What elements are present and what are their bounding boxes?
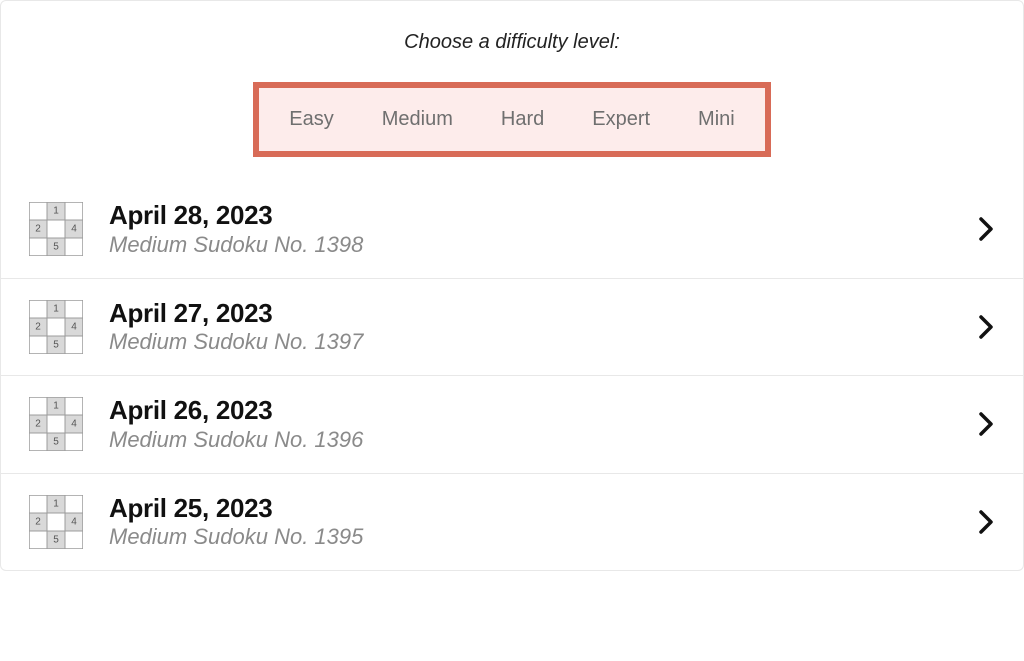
svg-text:4: 4	[71, 224, 77, 235]
chevron-right-icon	[977, 410, 995, 438]
puzzle-date: April 27, 2023	[109, 299, 977, 328]
puzzle-subtitle: Medium Sudoku No. 1396	[109, 427, 977, 453]
svg-text:5: 5	[53, 242, 59, 253]
puzzle-date: April 28, 2023	[109, 201, 977, 230]
puzzle-row[interactable]: 1 2 4 5 April 28, 2023 Medium Sudoku No. 13…	[1, 181, 1023, 278]
chevron-right-icon	[977, 215, 995, 243]
sudoku-thumb-icon: 1 2 4 5	[29, 397, 83, 451]
puzzle-date: April 25, 2023	[109, 494, 977, 523]
sudoku-thumb-icon: 1 2 4 5	[29, 202, 83, 256]
chevron-right-icon	[977, 508, 995, 536]
puzzle-subtitle: Medium Sudoku No. 1397	[109, 329, 977, 355]
sudoku-thumb-icon: 1 2 4 5	[29, 495, 83, 549]
svg-text:2: 2	[35, 224, 41, 235]
puzzle-row-text: April 26, 2023 Medium Sudoku No. 1396	[109, 396, 977, 453]
svg-text:2: 2	[35, 321, 41, 332]
puzzle-date: April 26, 2023	[109, 396, 977, 425]
svg-text:4: 4	[71, 321, 77, 332]
difficulty-prompt: Choose a difficulty level:	[21, 31, 1003, 54]
tab-mini[interactable]: Mini	[698, 108, 735, 131]
puzzle-subtitle: Medium Sudoku No. 1395	[109, 524, 977, 550]
svg-text:1: 1	[53, 206, 59, 217]
puzzle-archive-panel: Choose a difficulty level: Easy Medium H…	[0, 0, 1024, 571]
svg-text:4: 4	[71, 419, 77, 430]
svg-text:4: 4	[71, 517, 77, 528]
tab-hard[interactable]: Hard	[501, 108, 544, 131]
difficulty-tabs: Easy Medium Hard Expert Mini	[289, 108, 734, 131]
puzzle-subtitle: Medium Sudoku No. 1398	[109, 232, 977, 258]
svg-text:5: 5	[53, 339, 59, 350]
tab-medium[interactable]: Medium	[382, 108, 453, 131]
puzzle-row[interactable]: 1 2 4 5 April 27, 2023 Medium Sudoku No. 13…	[1, 278, 1023, 376]
difficulty-header: Choose a difficulty level: Easy Medium H…	[1, 1, 1023, 181]
svg-text:5: 5	[53, 437, 59, 448]
svg-text:2: 2	[35, 517, 41, 528]
tab-expert[interactable]: Expert	[592, 108, 650, 131]
tab-easy[interactable]: Easy	[289, 108, 333, 131]
sudoku-thumb-icon: 1 2 4 5	[29, 300, 83, 354]
puzzle-row-text: April 28, 2023 Medium Sudoku No. 1398	[109, 201, 977, 258]
puzzle-list: 1 2 4 5 April 28, 2023 Medium Sudoku No. 13…	[1, 181, 1023, 570]
svg-text:2: 2	[35, 419, 41, 430]
puzzle-row-text: April 25, 2023 Medium Sudoku No. 1395	[109, 494, 977, 551]
svg-text:1: 1	[53, 499, 59, 510]
svg-text:5: 5	[53, 535, 59, 546]
puzzle-row-text: April 27, 2023 Medium Sudoku No. 1397	[109, 299, 977, 356]
puzzle-row[interactable]: 1 2 4 5 April 26, 2023 Medium Sudoku No. 13…	[1, 375, 1023, 473]
puzzle-row[interactable]: 1 2 4 5 April 25, 2023 Medium Sudoku No. 13…	[1, 473, 1023, 571]
svg-text:1: 1	[53, 303, 59, 314]
difficulty-tabs-highlight: Easy Medium Hard Expert Mini	[253, 82, 770, 157]
svg-text:1: 1	[53, 401, 59, 412]
chevron-right-icon	[977, 313, 995, 341]
